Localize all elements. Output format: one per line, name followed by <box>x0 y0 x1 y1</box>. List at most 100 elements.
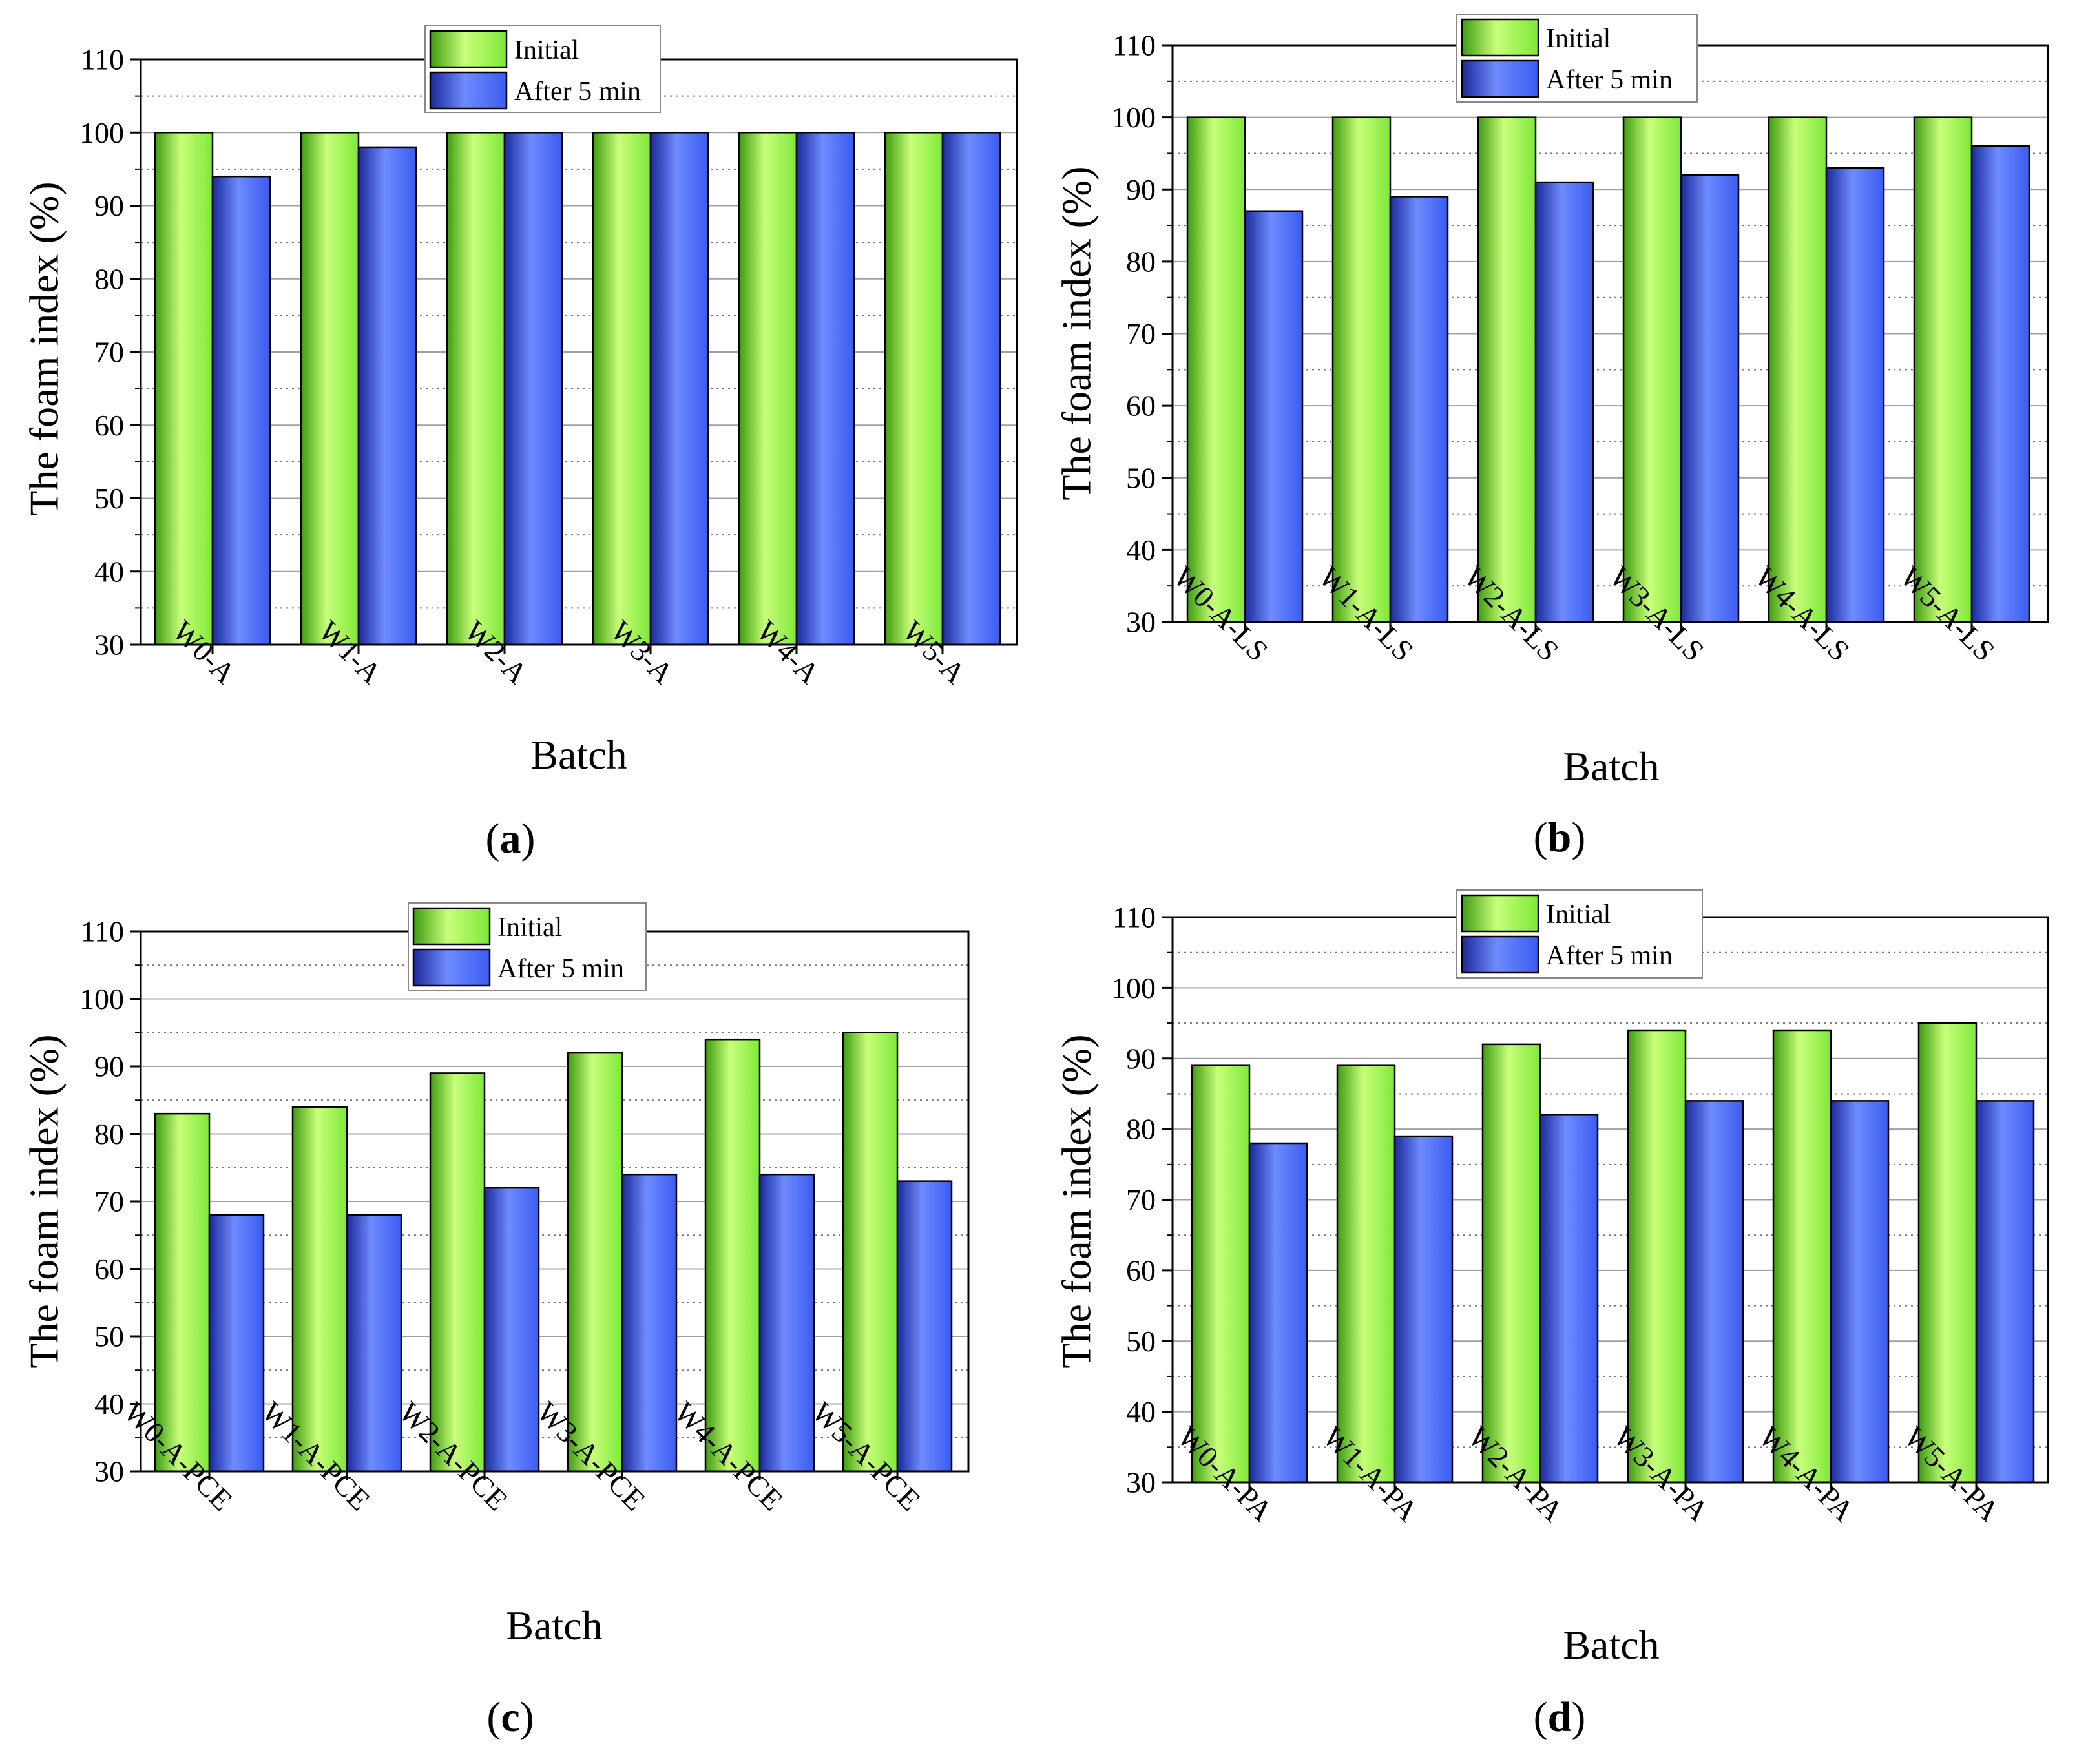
panel-label: (d) <box>1534 1694 1586 1741</box>
bar-initial-w2-a <box>446 132 506 646</box>
legend-label: After 5 min <box>1546 65 1673 95</box>
y-tick-label: 100 <box>79 982 124 1015</box>
bar-after-5-min-w2-a-pce <box>483 1187 540 1473</box>
bar-initial-w1-a-ls <box>1331 116 1392 623</box>
legend-label: After 5 min <box>1546 941 1673 971</box>
y-tick-label: 110 <box>1112 901 1156 934</box>
bar-initial-w4-a-ls <box>1768 116 1828 623</box>
y-tick-label: 40 <box>94 555 124 588</box>
bar-after-5-min-w2-a <box>503 132 563 646</box>
y-tick-label: 60 <box>94 409 124 442</box>
bar-initial-w5-a-pa <box>1917 1022 1978 1484</box>
bar-initial-w5-a-pce <box>842 1032 899 1473</box>
x-axis-title: Batch <box>1563 743 1659 789</box>
legend-swatch-initial <box>1461 18 1539 57</box>
bar-after-5-min-w0-a-ls <box>1244 210 1304 623</box>
y-tick-label: 70 <box>1126 1183 1156 1216</box>
bar-after-5-min-w3-a <box>649 132 709 646</box>
bar-after-5-min-w4-a-ls <box>1825 167 1885 623</box>
bar-initial-w2-a-ls <box>1477 116 1537 623</box>
bar-initial-w3-a-pce <box>567 1052 623 1473</box>
legend: Initial After 5 min <box>1456 889 1703 979</box>
bar-after-5-min-w0-a <box>211 175 271 646</box>
bar-initial-w3-a-ls <box>1622 116 1682 623</box>
legend-label: Initial <box>497 913 562 942</box>
y-tick-label: 40 <box>94 1387 124 1420</box>
y-tick-label: 50 <box>1126 461 1156 494</box>
bar-after-5-min-w4-a <box>795 132 855 646</box>
bar-initial-w3-a-pa <box>1627 1029 1687 1484</box>
legend: Initial After 5 min <box>1456 14 1698 103</box>
y-tick-label: 50 <box>94 1320 124 1353</box>
y-tick-label: 80 <box>1126 1113 1156 1146</box>
bar-initial-w5-a <box>884 132 944 646</box>
chart-panel-d: W0-A-PA W1-A-PA W2-A-PA W3-A-PA W4-A-PA W5-A-… <box>1054 889 2049 1741</box>
y-tick-label: 70 <box>94 336 124 369</box>
y-axis-title: The foam index (%) <box>1054 166 1100 500</box>
bar-after-5-min-w2-a-ls <box>1534 181 1594 623</box>
bar-after-5-min-w3-a-pa <box>1684 1100 1744 1484</box>
y-tick-label: 70 <box>1126 317 1156 350</box>
y-tick-label: 80 <box>94 1117 124 1150</box>
y-tick-label: 110 <box>81 915 124 948</box>
bar-after-5-min-w5-a-pa <box>1975 1100 2035 1484</box>
bar-after-5-min-w0-a-pa <box>1248 1142 1308 1484</box>
y-tick-label: 60 <box>1126 389 1156 422</box>
x-axis-title: Batch <box>530 732 627 778</box>
y-tick-label: 50 <box>94 482 124 515</box>
panel-label: (b) <box>1534 814 1586 861</box>
bar-initial-w4-a-pa <box>1772 1029 1832 1484</box>
bar-after-5-min-w5-a-ls <box>1970 145 2030 623</box>
panel-label: (a) <box>486 815 536 862</box>
bar-initial-w3-a <box>592 132 652 646</box>
legend-swatch-initial <box>412 907 491 946</box>
y-tick-label: 50 <box>1126 1325 1156 1358</box>
bar-initial-w0-a <box>154 132 214 646</box>
y-axis-title: The foam index (%) <box>21 182 67 515</box>
bar-initial-w0-a-ls <box>1186 116 1246 623</box>
bar-initial-w0-a-pa <box>1191 1064 1251 1484</box>
legend-label: Initial <box>1546 24 1611 54</box>
bar-after-5-min-w3-a-ls <box>1680 174 1740 623</box>
chart-panel-c: W0-A-PCE W1-A-PCE W2-A-PCE W3-A-PCE W4-A-PCE… <box>21 902 970 1741</box>
legend-swatch-after-5-min <box>429 71 508 110</box>
chart-panel-b: W0-A-LS W1-A-LS W2-A-LS W3-A-LS W4-A-LS W5-A-… <box>1054 14 2049 861</box>
bar-after-5-min-w4-a-pce <box>758 1173 815 1473</box>
y-tick-label: 100 <box>1111 101 1156 134</box>
legend-label: After 5 min <box>497 954 624 984</box>
bar-after-5-min-w1-a-ls <box>1389 196 1449 623</box>
bar-initial-w0-a-pce <box>154 1112 211 1473</box>
y-tick-label: 60 <box>1126 1254 1156 1287</box>
bar-after-5-min-w1-a <box>357 146 417 646</box>
bar-after-5-min-w1-a-pce <box>346 1214 402 1473</box>
bar-after-5-min-w0-a-pce <box>208 1214 265 1473</box>
y-axis-title: The foam index (%) <box>21 1034 67 1368</box>
y-tick-label: 80 <box>94 262 124 295</box>
x-axis-title: Batch <box>506 1603 602 1648</box>
bar-initial-w1-a-pa <box>1336 1064 1396 1484</box>
y-tick-label: 90 <box>1126 173 1156 206</box>
y-tick-label: 80 <box>1126 245 1156 278</box>
bar-initial-w4-a <box>738 132 798 646</box>
legend: Initial After 5 min <box>408 902 647 991</box>
bar-initial-w4-a-pce <box>704 1038 761 1473</box>
y-tick-label: 90 <box>94 189 124 222</box>
legend-label: Initial <box>1546 900 1611 929</box>
bar-after-5-min-w2-a-pa <box>1539 1114 1599 1484</box>
x-axis-title: Batch <box>1563 1622 1659 1668</box>
legend-swatch-after-5-min <box>1461 59 1539 98</box>
y-tick-label: 60 <box>94 1252 124 1285</box>
y-tick-label: 70 <box>94 1185 124 1218</box>
y-tick-label: 90 <box>94 1050 124 1083</box>
bar-after-5-min-w5-a <box>941 132 1001 646</box>
bar-initial-w2-a-pa <box>1481 1043 1541 1484</box>
bar-after-5-min-w5-a-pce <box>896 1180 953 1473</box>
y-tick-label: 110 <box>1112 29 1156 62</box>
legend: Initial After 5 min <box>424 25 661 113</box>
bar-initial-w1-a <box>300 132 360 646</box>
y-tick-label: 40 <box>1126 1395 1156 1428</box>
panel-label: (c) <box>486 1694 534 1741</box>
legend-swatch-initial <box>1461 894 1539 933</box>
bar-initial-w5-a-ls <box>1913 116 1973 623</box>
y-tick-label: 30 <box>1126 1466 1156 1499</box>
